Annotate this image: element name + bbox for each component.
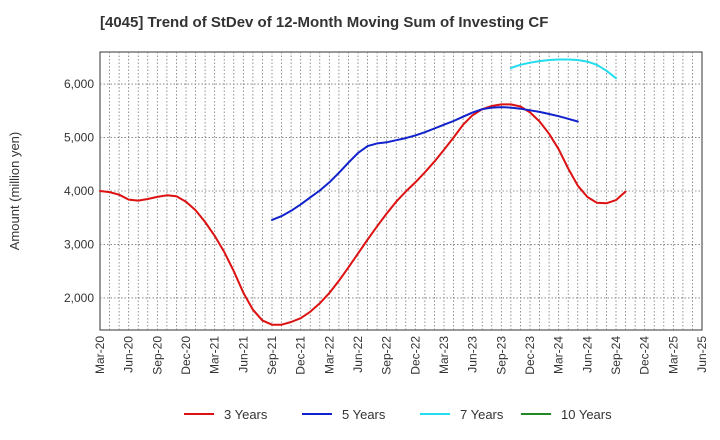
x-tick-label: Sep-21 (265, 336, 279, 375)
x-tick-label: Sep-24 (609, 336, 623, 375)
y-tick-label: 3,000 (64, 237, 94, 251)
legend-label-3-years: 3 Years (224, 407, 268, 422)
x-tick-label: Sep-23 (494, 336, 508, 375)
y-axis-ticks: 2,000 3,000 4,000 5,000 6,000 (64, 77, 94, 305)
x-tick-label: Mar-24 (552, 336, 566, 374)
legend-label-7-years: 7 Years (460, 407, 504, 422)
series-line-3-years (99, 103, 627, 326)
y-tick-label: 5,000 (64, 131, 94, 145)
x-tick-label: Dec-23 (523, 336, 537, 375)
legend-label-10-years: 10 Years (561, 407, 612, 422)
x-tick-label: Mar-21 (208, 336, 222, 374)
x-tick-label: Sep-20 (150, 336, 164, 375)
x-tick-label: Mar-20 (93, 336, 107, 374)
y-axis-label: Amount (million yen) (7, 132, 22, 251)
chart-title: [4045] Trend of StDev of 12-Month Moving… (100, 14, 549, 31)
x-tick-label: Jun-23 (466, 336, 480, 373)
x-tick-label: Mar-23 (437, 336, 451, 374)
x-tick-label: Mar-25 (666, 336, 680, 374)
legend: 3 Years 5 Years 7 Years 10 Years (184, 407, 612, 422)
x-tick-label: Jun-20 (122, 336, 136, 373)
legend-label-5-years: 5 Years (342, 407, 386, 422)
x-tick-label: Dec-22 (408, 336, 422, 375)
grid-lines (100, 52, 702, 330)
x-axis-ticks: Mar-20 Jun-20 Sep-20 Dec-20 Mar-21 Jun-21 Sep-… (93, 336, 709, 375)
series-line-5-years (271, 106, 579, 221)
x-tick-label: Jun-22 (351, 336, 365, 373)
series-layer (99, 58, 627, 326)
x-tick-label: Sep-22 (380, 336, 394, 375)
y-tick-label: 2,000 (64, 291, 94, 305)
x-tick-label: Jun-25 (695, 336, 709, 373)
x-tick-label: Dec-21 (294, 336, 308, 375)
y-tick-label: 4,000 (64, 184, 94, 198)
y-tick-label: 6,000 (64, 77, 94, 91)
x-tick-label: Mar-22 (322, 336, 336, 374)
x-tick-label: Dec-24 (638, 336, 652, 375)
x-tick-label: Dec-20 (179, 336, 193, 375)
series-line-7-years (509, 58, 617, 80)
x-tick-label: Jun-21 (236, 336, 250, 373)
x-tick-label: Jun-24 (580, 336, 594, 373)
